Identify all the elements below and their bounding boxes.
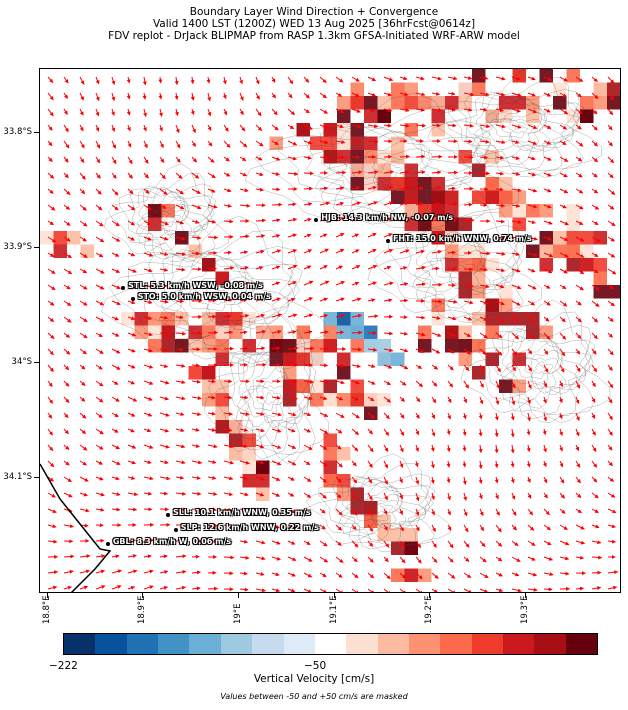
colorbar-segment [95,634,127,654]
footnote: Values between -50 and +50 cm/s are mask… [220,692,408,701]
lon-label: 18.8°E [42,595,52,624]
ytick-mark [34,132,39,133]
colorbar-segment [220,634,253,654]
title-line-2: Valid 1400 LST (1200Z) WED 13 Aug 2025 [… [152,18,476,30]
colorbar-tick-min: −222 [49,660,78,672]
title-line-1: Boundary Layer Wind Direction + Converge… [189,6,439,18]
colorbar-segment [346,634,378,654]
wind-vectors [47,76,619,592]
station-dot [166,513,171,518]
lon-label: 19°E [233,603,243,624]
colorbar [63,633,598,655]
map-canvas [40,69,620,592]
ytick-mark [34,362,39,363]
xtick-mark [142,593,143,598]
lon-label: 19.1°E [329,595,339,624]
xtick-mark [525,593,526,598]
colorbar-segment [126,634,159,654]
colorbar-segment [189,634,221,654]
station-label: SLL: 10.1 km/h WNW, 0.35 m/s [173,508,311,518]
station-label: STO: 5.0 km/h WSW, 0.04 m/s [137,292,271,302]
station-dot [130,297,135,302]
colorbar-segment [252,634,284,654]
ytick-mark [34,477,39,478]
xtick-mark [47,593,48,598]
station-label: HJB: 14.3 km/h NW, -0.07 m/s [321,212,454,222]
station-dot [385,238,390,243]
lat-label: 34.1°S [3,472,32,482]
lat-label: 33.9°S [3,242,32,252]
colorbar-label: Vertical Velocity [cm/s] [253,673,375,685]
station-dot [173,528,178,533]
lon-label: 19.2°E [424,595,434,624]
colorbar-segment [503,634,535,654]
colorbar-segment [377,634,409,654]
station-dot [314,217,319,222]
lon-label: 18.9°E [137,595,147,624]
station-label: FHT: 15.0 km/h WNW, 0.74 m/s [392,233,532,243]
colorbar-segment [408,634,441,654]
colorbar-segment [283,634,315,654]
station-label: STL: 5.3 km/h WSW, -0.08 m/s [128,280,263,290]
lat-label: 34°S [11,357,32,367]
lat-label: 33.8°S [3,127,32,137]
colorbar-tick-mid: −50 [304,660,327,672]
station-dot [121,285,126,290]
station-label: SLP: 12.6 km/h WNW, 0.22 m/s [180,523,320,533]
colorbar-segment [565,634,598,654]
station-dot [105,542,110,547]
colorbar-segment [534,634,566,654]
map-area [39,68,621,593]
convergence-cells [40,69,620,582]
xtick-mark [238,593,239,598]
colorbar-segment [64,634,96,654]
title-line-3: FDV replot - DrJack BLIPMAP from RASP 1.… [108,30,520,42]
station-label: GBL: 8.3 km/h W, 0.06 m/s [112,537,232,547]
colorbar-segment [471,634,504,654]
xtick-mark [334,593,335,598]
colorbar-segment [440,634,472,654]
lon-label: 19.3°E [520,595,530,624]
coastline [40,463,112,592]
xtick-mark [429,593,430,598]
colorbar-segment [158,634,190,654]
colorbar-segment [314,634,347,654]
ytick-mark [34,247,39,248]
